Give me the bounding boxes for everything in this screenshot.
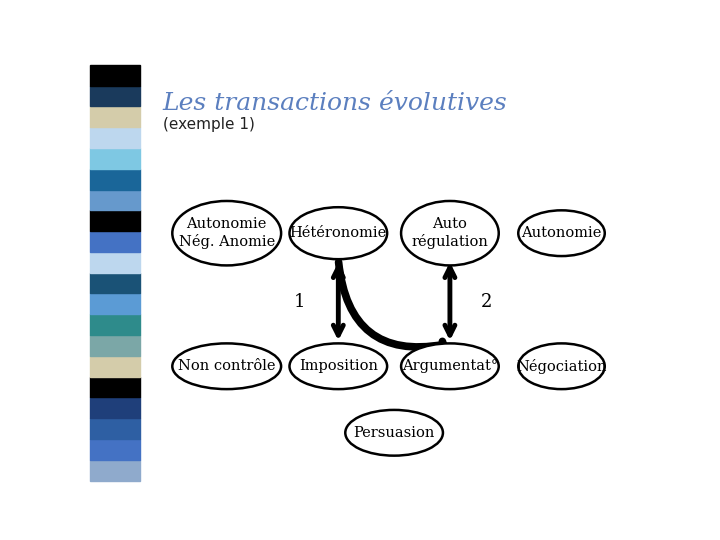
Bar xyxy=(90,335,140,356)
Bar xyxy=(90,231,140,252)
Bar xyxy=(90,127,140,148)
Ellipse shape xyxy=(172,343,281,389)
Text: Auto
régulation: Auto régulation xyxy=(411,218,488,249)
Bar xyxy=(90,65,140,85)
Bar xyxy=(90,168,140,190)
Bar xyxy=(90,314,140,335)
Ellipse shape xyxy=(518,211,605,256)
Text: 1: 1 xyxy=(294,293,305,311)
Ellipse shape xyxy=(289,343,387,389)
Bar xyxy=(90,356,140,377)
Text: Autonomie
Nég. Anomie: Autonomie Nég. Anomie xyxy=(179,218,275,249)
Bar xyxy=(90,418,140,439)
Bar xyxy=(90,210,140,231)
FancyArrowPatch shape xyxy=(338,262,444,348)
Text: Hétéronomie: Hétéronomie xyxy=(289,226,387,240)
Bar xyxy=(90,106,140,127)
Ellipse shape xyxy=(401,201,499,266)
Bar xyxy=(90,252,140,273)
Ellipse shape xyxy=(172,201,281,266)
Text: Les transactions évolutives: Les transactions évolutives xyxy=(163,92,508,115)
Bar xyxy=(90,397,140,418)
Bar xyxy=(90,148,140,168)
Ellipse shape xyxy=(518,343,605,389)
Text: (exemple 1): (exemple 1) xyxy=(163,117,254,132)
Text: Imposition: Imposition xyxy=(299,359,378,373)
Bar xyxy=(90,190,140,210)
Ellipse shape xyxy=(346,410,443,456)
Bar xyxy=(90,460,140,481)
Text: Non contrôle: Non contrôle xyxy=(178,359,276,373)
Ellipse shape xyxy=(401,343,499,389)
Text: Argumentat°: Argumentat° xyxy=(402,359,498,373)
Text: Négociation: Négociation xyxy=(516,359,607,374)
Bar xyxy=(90,439,140,460)
Ellipse shape xyxy=(289,207,387,259)
Bar xyxy=(90,273,140,294)
Text: Persuasion: Persuasion xyxy=(354,426,435,440)
Text: Autonomie: Autonomie xyxy=(521,226,602,240)
Bar xyxy=(90,85,140,106)
Bar xyxy=(90,293,140,314)
Bar xyxy=(90,377,140,397)
Text: 2: 2 xyxy=(480,293,492,311)
